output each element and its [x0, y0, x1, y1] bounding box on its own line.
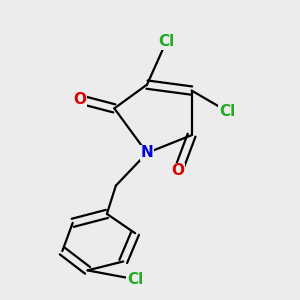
Text: O: O — [172, 163, 185, 178]
Text: N: N — [141, 146, 153, 160]
Text: Cl: Cl — [127, 272, 143, 287]
Text: Cl: Cl — [219, 104, 236, 119]
Text: O: O — [74, 92, 87, 107]
Text: Cl: Cl — [158, 34, 175, 49]
